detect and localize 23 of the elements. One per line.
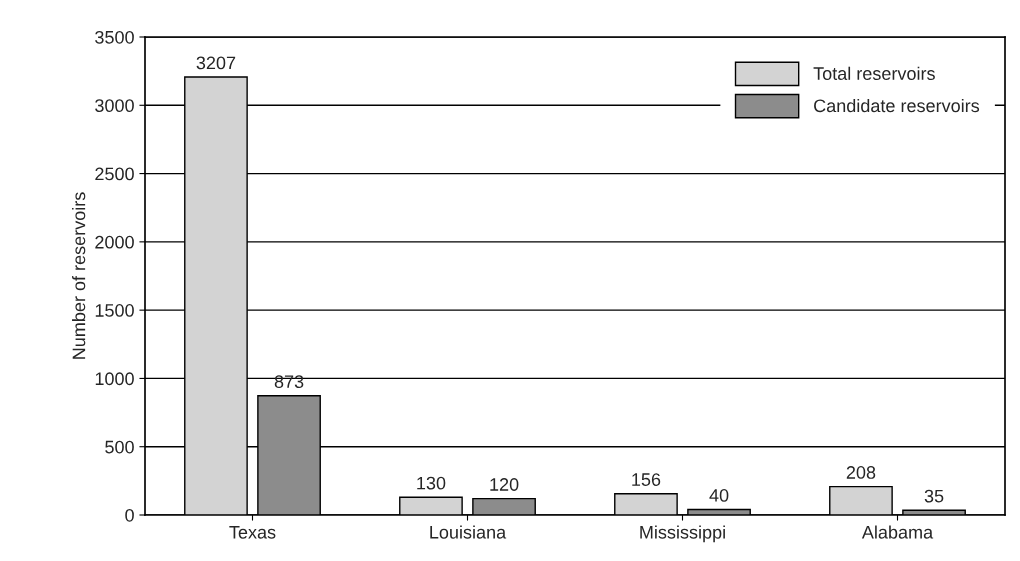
x-tick-label: Louisiana — [430, 525, 507, 539]
data-label: 130 — [417, 476, 446, 490]
data-label: 208 — [846, 466, 876, 479]
data-label: 120 — [490, 478, 519, 491]
data-label: 156 — [632, 473, 661, 486]
y-tick-label: 500 — [105, 440, 134, 454]
y-tick-label: 2500 — [95, 167, 134, 181]
x-tick-label: Alabama — [861, 525, 934, 539]
data-label: 40 — [709, 489, 729, 502]
legend-label: Total reservoirs — [813, 66, 935, 80]
x-tick-label: Mississippi — [640, 525, 725, 543]
data-label: 873 — [274, 375, 304, 389]
y-axis-title: Number of reservoirs — [72, 192, 86, 359]
data-label: 3207 — [196, 56, 236, 70]
y-tick-label: 3500 — [95, 30, 134, 44]
x-tick-label: Texas — [229, 526, 276, 539]
data-label: 35 — [924, 489, 944, 503]
y-tick-label: 1000 — [95, 372, 134, 386]
y-tick-label: 3000 — [95, 99, 134, 113]
y-tick-label: 1500 — [95, 304, 134, 317]
y-tick-label: 0 — [125, 508, 134, 522]
y-tick-label: 2000 — [95, 235, 134, 249]
legend-label: Candidate reservoirs — [814, 98, 980, 113]
